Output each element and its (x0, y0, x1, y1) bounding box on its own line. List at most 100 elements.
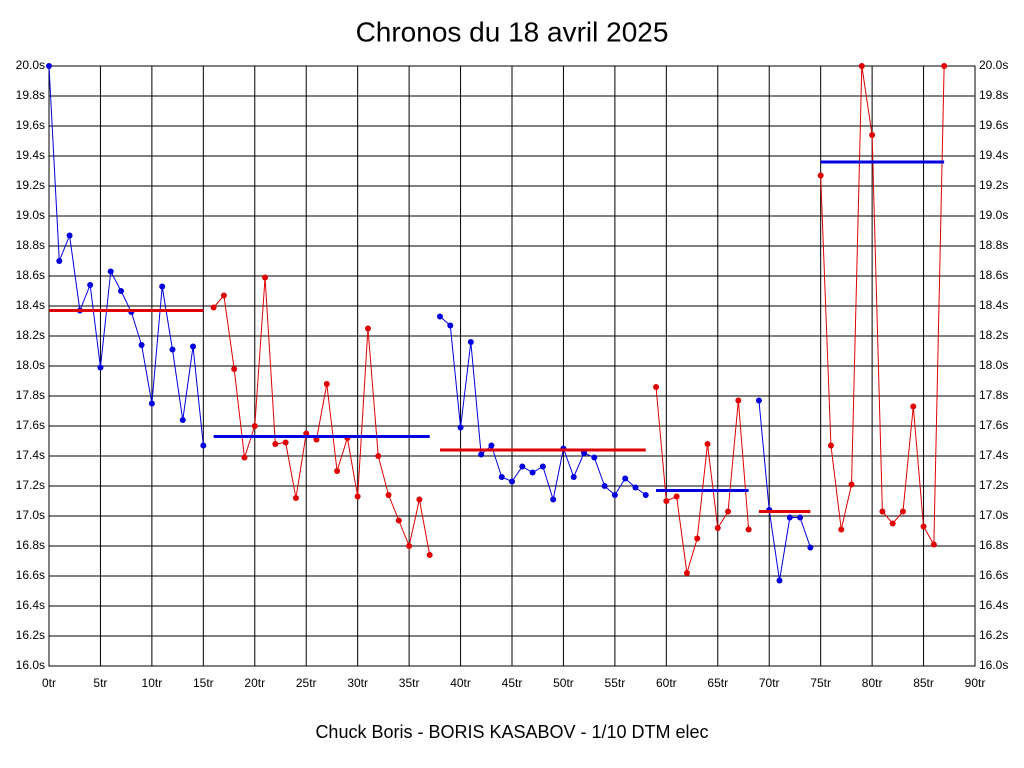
data-point (364, 325, 371, 332)
data-point (817, 172, 824, 179)
data-point (632, 484, 639, 491)
x-tick-label: 75tr (810, 676, 831, 690)
y-tick-label-right: 17.8s (979, 388, 1008, 402)
data-point (848, 481, 855, 488)
x-axis-label: Chuck Boris - BORIS KASABOV - 1/10 DTM e… (315, 722, 708, 742)
data-point (755, 397, 762, 404)
y-tick-label-right: 18.2s (979, 328, 1008, 342)
y-tick-label: 20.0s (16, 58, 45, 72)
data-point (426, 552, 433, 558)
data-point (416, 496, 423, 503)
data-point (87, 282, 94, 288)
data-point (169, 346, 176, 353)
x-tick-label: 20tr (244, 676, 265, 690)
data-point (704, 441, 711, 447)
x-tick-label: 30tr (347, 676, 368, 690)
y-tick-label-right: 19.6s (979, 118, 1008, 132)
y-tick-label: 19.2s (16, 178, 45, 192)
data-point (447, 322, 454, 329)
x-tick-label: 35tr (399, 676, 420, 690)
y-tick-label-right: 19.8s (979, 88, 1008, 102)
data-point (97, 364, 104, 371)
data-point (539, 463, 546, 470)
data-point (56, 258, 63, 264)
data-point (272, 441, 279, 447)
data-point (498, 474, 505, 480)
data-point (282, 439, 289, 446)
data-point (406, 543, 413, 549)
x-tick-label: 0tr (42, 676, 56, 690)
data-point (776, 577, 783, 584)
data-point (66, 232, 73, 239)
y-tick-label: 17.8s (16, 388, 45, 402)
data-point (262, 274, 269, 281)
data-point (879, 508, 886, 515)
data-point (159, 283, 166, 290)
plot-frame (48, 65, 976, 667)
y-tick-label: 17.0s (16, 508, 45, 522)
data-point (395, 517, 402, 524)
data-point (591, 454, 598, 461)
data-point (138, 342, 145, 348)
y-tick-label-right: 17.6s (979, 418, 1008, 432)
data-point (200, 442, 207, 449)
data-point (46, 63, 52, 69)
y-tick-label-right: 19.2s (979, 178, 1008, 192)
y-tick-label: 17.4s (16, 448, 45, 462)
data-point (118, 288, 125, 294)
x-tick-label: 80tr (862, 676, 883, 690)
data-point (210, 304, 217, 311)
data-point (467, 339, 474, 345)
data-point (148, 400, 155, 407)
y-tick-label-right: 18.4s (979, 298, 1008, 312)
data-point (478, 451, 485, 458)
data-point (786, 514, 793, 521)
y-tick-label: 16.0s (16, 658, 45, 672)
x-tick-label: 10tr (142, 676, 163, 690)
y-tick-label-right: 19.4s (979, 148, 1008, 162)
y-tick-label: 18.6s (16, 268, 45, 282)
y-tick-label-right: 18.8s (979, 238, 1008, 252)
chart-title: Chronos du 18 avril 2025 (356, 16, 669, 47)
y-tick-label-right: 16.8s (979, 538, 1008, 552)
data-point (107, 268, 114, 275)
y-tick-label: 19.8s (16, 88, 45, 102)
y-tick-label-right: 16.0s (979, 658, 1008, 672)
data-point (488, 442, 495, 449)
x-tick-label: 60tr (656, 676, 677, 690)
data-point (509, 478, 515, 485)
x-tick-label: 55tr (605, 676, 626, 690)
data-point (694, 535, 701, 542)
y-tick-label-right: 17.0s (979, 508, 1008, 522)
data-point (323, 381, 330, 387)
data-point (179, 417, 186, 423)
y-tick-label: 19.4s (16, 148, 45, 162)
y-tick-label: 16.4s (16, 598, 45, 612)
data-point (838, 526, 845, 533)
x-tick-label: 45tr (502, 676, 523, 690)
data-point (663, 498, 670, 504)
data-point (190, 343, 197, 350)
data-point (611, 492, 618, 498)
data-point (827, 442, 834, 449)
x-tick-label: 65tr (707, 676, 728, 690)
data-point (899, 508, 906, 515)
data-point (241, 454, 248, 461)
y-tick-label: 19.0s (16, 208, 45, 222)
data-point (745, 526, 752, 533)
data-point (622, 475, 629, 482)
data-point (725, 508, 732, 515)
data-point (457, 424, 464, 431)
data-point (714, 525, 721, 531)
y-tick-label: 17.6s (16, 418, 45, 432)
y-tick-label-right: 17.2s (979, 478, 1008, 492)
data-point (601, 483, 608, 489)
y-tick-label: 16.2s (16, 628, 45, 642)
x-tick-label: 70tr (759, 676, 780, 690)
x-tick-label: 25tr (296, 676, 317, 690)
y-tick-label-right: 19.0s (979, 208, 1008, 222)
y-tick-label: 17.2s (16, 478, 45, 492)
data-point (375, 453, 382, 459)
data-point (941, 63, 948, 69)
y-tick-label: 18.4s (16, 298, 45, 312)
